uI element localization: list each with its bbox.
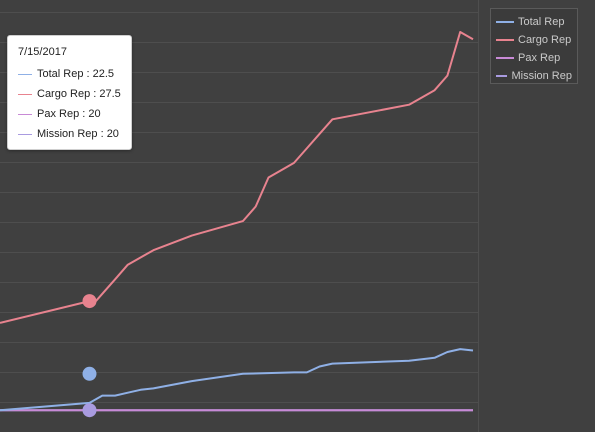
- tooltip-swatch: [18, 113, 32, 115]
- tooltip-text: Cargo Rep : 27.5: [37, 88, 121, 100]
- legend-label: Total Rep: [518, 16, 565, 28]
- legend-item-mission-rep[interactable]: Mission Rep: [496, 67, 572, 85]
- tooltip-row-pax-rep: Pax Rep : 20: [18, 104, 121, 124]
- hover-marker-mission-rep: [82, 403, 97, 418]
- hover-marker-cargo-rep: [82, 294, 97, 309]
- legend-swatch: [496, 57, 514, 59]
- legend-item-total-rep[interactable]: Total Rep: [496, 13, 572, 31]
- legend-label: Pax Rep: [518, 52, 561, 64]
- tooltip-text: Mission Rep : 20: [37, 128, 119, 140]
- legend-swatch: [496, 21, 514, 23]
- tooltip-row-mission-rep: Mission Rep : 20: [18, 124, 121, 144]
- tooltip-swatch: [18, 73, 32, 75]
- chart-legend: Total Rep Cargo Rep Pax Rep Mission Rep: [490, 8, 578, 84]
- chart-tooltip: 7/15/2017 Total Rep : 22.5 Cargo Rep : 2…: [7, 35, 132, 150]
- tooltip-row-cargo-rep: Cargo Rep : 27.5: [18, 84, 121, 104]
- grid-lines: [0, 0, 479, 432]
- series-line-total-rep[interactable]: [0, 348, 474, 412]
- tooltip-text: Total Rep : 22.5: [37, 68, 115, 80]
- tooltip-row-total-rep: Total Rep : 22.5: [18, 64, 121, 84]
- tooltip-swatch: [18, 133, 32, 135]
- series-line-cargo-rep[interactable]: [0, 31, 474, 324]
- legend-item-pax-rep[interactable]: Pax Rep: [496, 49, 572, 67]
- legend-swatch: [496, 39, 514, 41]
- legend-item-cargo-rep[interactable]: Cargo Rep: [496, 31, 572, 49]
- tooltip-swatch: [18, 93, 32, 95]
- hover-marker-total-rep: [82, 366, 97, 381]
- tooltip-text: Pax Rep : 20: [37, 108, 101, 120]
- legend-label: Cargo Rep: [518, 34, 572, 46]
- legend-swatch: [496, 75, 508, 77]
- tooltip-date: 7/15/2017: [18, 46, 67, 58]
- legend-label: Mission Rep: [511, 70, 572, 82]
